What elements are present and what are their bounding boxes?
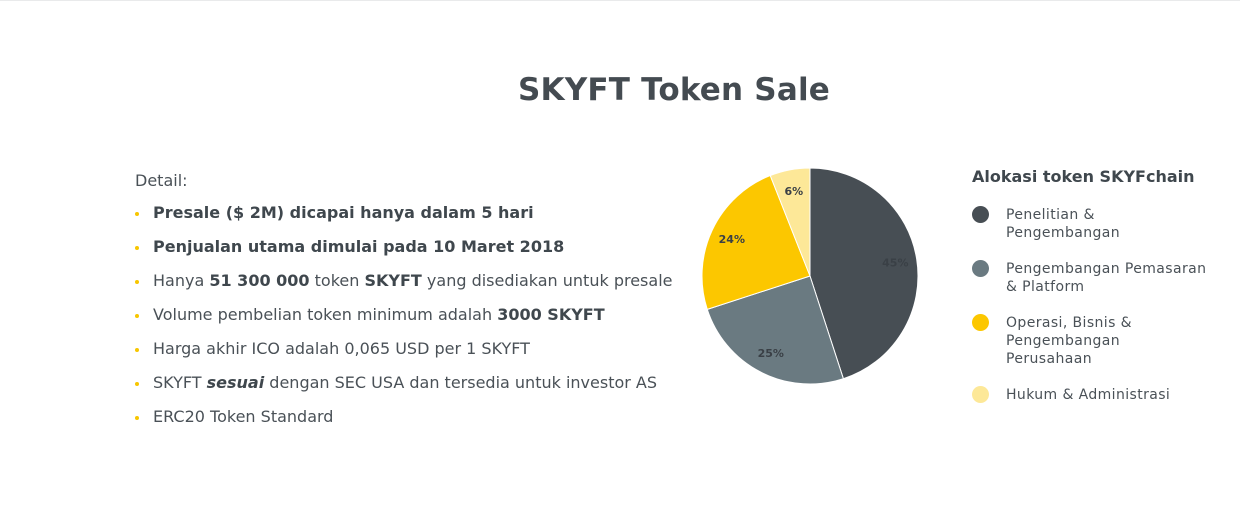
legend-swatch	[972, 206, 989, 223]
details-list: Presale ($ 2M) dicapai hanya dalam 5 har…	[135, 202, 695, 440]
detail-item-text: 3000 SKYFT	[497, 305, 605, 324]
legend-swatch	[972, 260, 989, 277]
detail-item: Penjualan utama dimulai pada 10 Maret 20…	[135, 236, 695, 270]
detail-item-text: dengan SEC USA dan tersedia untuk invest…	[264, 373, 658, 392]
detail-item-text: Hanya	[153, 271, 210, 290]
detail-item-text: SKYFT	[364, 271, 422, 290]
legend-item: Pengembangan Pemasaran & Platform	[972, 260, 1216, 296]
detail-item: Presale ($ 2M) dicapai hanya dalam 5 har…	[135, 202, 695, 236]
legend-item: Penelitian & Pengembangan	[972, 206, 1120, 242]
detail-item-text: 51 300 000	[209, 271, 310, 290]
pie-slice-label: 6%	[784, 185, 803, 198]
chart-legend: Alokasi token SKYFchain Penelitian & Pen…	[972, 166, 1232, 422]
detail-item-text: Penjualan utama dimulai pada 10 Maret 20…	[153, 237, 565, 256]
pie-slice	[706, 275, 845, 385]
legend-item: Hukum & Administrasi	[972, 386, 1216, 404]
detail-item-text: yang disediakan untuk presale	[421, 271, 673, 290]
page-title: SKYFT Token Sale	[517, 72, 830, 108]
pie-chart-svg: 45% 25% 24% 6%	[701, 167, 919, 385]
pie-slice	[809, 167, 919, 380]
pie-slice	[769, 167, 811, 277]
detail-item-text: sesuai	[206, 373, 265, 392]
legend-title: Alokasi token SKYFchain	[972, 167, 1195, 186]
legend-swatch	[972, 386, 989, 403]
detail-item: Volume pembelian token minimum adalah 30…	[135, 304, 695, 338]
pie-chart: 45% 25% 24% 6%	[700, 166, 920, 386]
legend-label: Hukum & Administrasi	[1006, 387, 1171, 403]
pie-slice-label: 45%	[882, 256, 908, 269]
pie-slice-label: 25%	[758, 347, 784, 360]
legend-swatch	[972, 314, 989, 331]
detail-item-text: Presale ($ 2M) dicapai hanya dalam 5 har…	[153, 203, 534, 222]
detail-item-text: SKYFT	[153, 373, 207, 392]
detail-item-text: token	[309, 271, 365, 290]
detail-item: SKYFT sesuai dengan SEC USA dan tersedia…	[135, 372, 695, 406]
legend-items: Penelitian & Pengembangan Pengembangan Pe…	[972, 206, 1232, 404]
legend-label: Penelitian & Pengembangan	[1006, 207, 1121, 241]
detail-item: Harga akhir ICO adalah 0,065 USD per 1 S…	[135, 338, 695, 372]
detail-item: ERC20 Token Standard	[135, 406, 695, 440]
top-divider	[0, 0, 1240, 1]
pie-slice-label: 24%	[719, 233, 745, 246]
detail-item: Hanya 51 300 000 token SKYFT yang disedi…	[135, 270, 695, 304]
legend-label: Operasi, Bisnis & Pengembangan Perusahaa…	[1006, 315, 1132, 367]
detail-item-text: Volume pembelian token minimum adalah	[153, 305, 498, 324]
legend-item: Operasi, Bisnis & Pengembangan Perusahaa…	[972, 314, 1156, 368]
detail-item-text: Harga akhir ICO adalah 0,065 USD per 1 S…	[153, 339, 530, 358]
details-label: Detail:	[135, 171, 188, 190]
legend-label: Pengembangan Pemasaran & Platform	[1006, 261, 1207, 295]
detail-item-text: ERC20 Token Standard	[153, 407, 334, 426]
details-section: Detail: Presale ($ 2M) dicapai hanya dal…	[135, 170, 695, 440]
